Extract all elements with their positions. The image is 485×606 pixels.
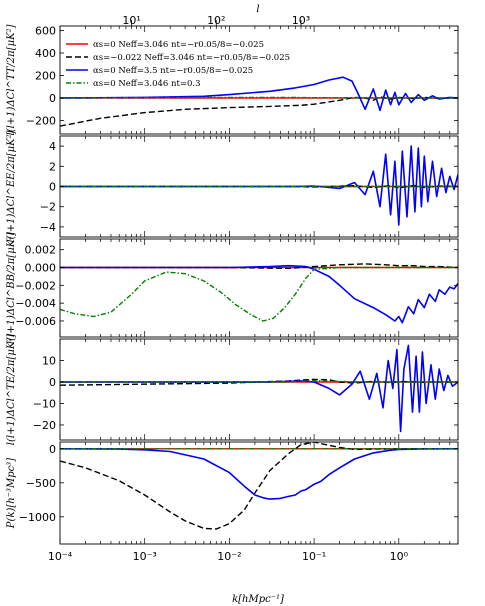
x-tick-label: 10⁰ <box>390 550 409 563</box>
panel-frame <box>59 238 459 338</box>
series-line-ee-2 <box>60 145 458 226</box>
panel-tt: −200 0 200 400 600 l(l+1)ΔCl^TT/2π[μK²] <box>6 24 459 136</box>
x-axis-label: k[hMpc⁻¹] <box>232 594 284 605</box>
legend-label: αs=0 Neff=3.046 nt=−r0.05/8=−0.025 <box>93 40 264 50</box>
y-tick-label: 2 <box>49 160 56 173</box>
y-tick-label: 0.002 <box>25 244 57 257</box>
y-tick-label: 0 <box>49 376 56 389</box>
top-tick-label: 10³ <box>292 14 310 27</box>
panel-ee: −4 −2 0 2 4 l(l+1)ΔCl^EE/2π[μK²] <box>6 130 459 243</box>
series-line-tt-2 <box>60 76 458 112</box>
legend-label: αs=0 Neff=3.5 nt=−r0.05/8=−0.025 <box>93 66 253 76</box>
series-line-bb-2 <box>60 264 458 324</box>
y-axis-label: l(l+1)ΔCl^TT/2π[μK²] <box>6 24 17 135</box>
series-line-bb-1 <box>60 263 458 270</box>
y-tick-label: 0 <box>49 443 56 456</box>
series-line-pk-1 <box>60 442 458 530</box>
panel-series <box>60 76 458 127</box>
y-tick-label: −2 <box>40 201 56 214</box>
panel-frame <box>59 441 459 545</box>
y-tick-label: −500 <box>26 477 56 490</box>
panel-series <box>60 344 458 433</box>
y-tick-label: 0 <box>49 92 56 105</box>
panel-bb: −0.006 −0.004 −0.002 0.000 0.002 l(l+1)ΔCl^BB… <box>6 232 459 344</box>
x-tick-label: 10⁻⁴ <box>48 550 73 563</box>
y-tick-label: 4 <box>49 140 56 153</box>
panel-frame <box>59 25 459 135</box>
x-tick-label: 10⁻¹ <box>302 550 326 563</box>
y-tick-label: −0.004 <box>15 297 56 310</box>
panel-series <box>60 263 458 324</box>
top-axis-ticks: 10¹ 10² 10³ <box>122 14 310 27</box>
y-tick-label: −200 <box>26 115 56 128</box>
y-tick-label: −4 <box>40 221 56 234</box>
series-line-te-3 <box>60 380 458 383</box>
y-tick-label: −20 <box>33 419 56 432</box>
panel-te: −20 −10 0 10 l(l+1)ΔCl^TE/2π[μK²] <box>6 334 459 446</box>
y-tick-label: −10 <box>33 397 56 410</box>
legend: αs=0 Neff=3.046 nt=−r0.05/8=−0.025 αs=−0.… <box>66 40 290 89</box>
y-tick-label: 10 <box>42 354 56 367</box>
y-tick-label: 200 <box>35 70 56 83</box>
y-tick-label: 0 <box>49 181 56 194</box>
series-line-pk-2 <box>60 448 458 500</box>
legend-label: αs=0 Neff=3.046 nt=0.3 <box>93 79 201 89</box>
top-axis-label: l <box>256 4 259 15</box>
panel-pk: −1000 −500 0 P(k)[h⁻³Mpc³] 10⁻⁴ 10⁻³ 10⁻² 10⁻¹ 1… <box>6 441 459 563</box>
y-axis-label: l(l+1)ΔCl^TE/2π[μK²] <box>6 334 17 446</box>
y-axis-label: l(l+1)ΔCl^BB/2π[μK²] <box>6 232 17 344</box>
top-tick-label: 10¹ <box>122 14 140 27</box>
panel-frame <box>59 338 459 441</box>
series-line-bb-3 <box>60 266 458 322</box>
x-tick-label: 10⁻² <box>217 550 241 563</box>
series-line-tt-3 <box>60 96 458 99</box>
y-tick-label: −0.002 <box>15 279 56 292</box>
y-tick-label: 0.000 <box>25 262 57 275</box>
panel-series <box>60 442 458 530</box>
x-tick-label: 10⁻³ <box>133 550 157 563</box>
top-tick-label: 10² <box>207 14 225 27</box>
panel-series <box>60 145 458 226</box>
y-tick-label: 600 <box>35 25 56 38</box>
y-tick-label: −0.006 <box>15 315 56 328</box>
y-axis-label: P(k)[h⁻³Mpc³] <box>6 458 17 529</box>
y-tick-label: −1000 <box>19 511 56 524</box>
legend-label: αs=−0.022 Neff=3.046 nt=−r0.05/8=−0.025 <box>93 53 290 63</box>
y-axis-label: l(l+1)ΔCl^EE/2π[μK²] <box>6 130 17 242</box>
series-line-te-2 <box>60 344 458 433</box>
y-tick-label: 400 <box>35 47 56 60</box>
